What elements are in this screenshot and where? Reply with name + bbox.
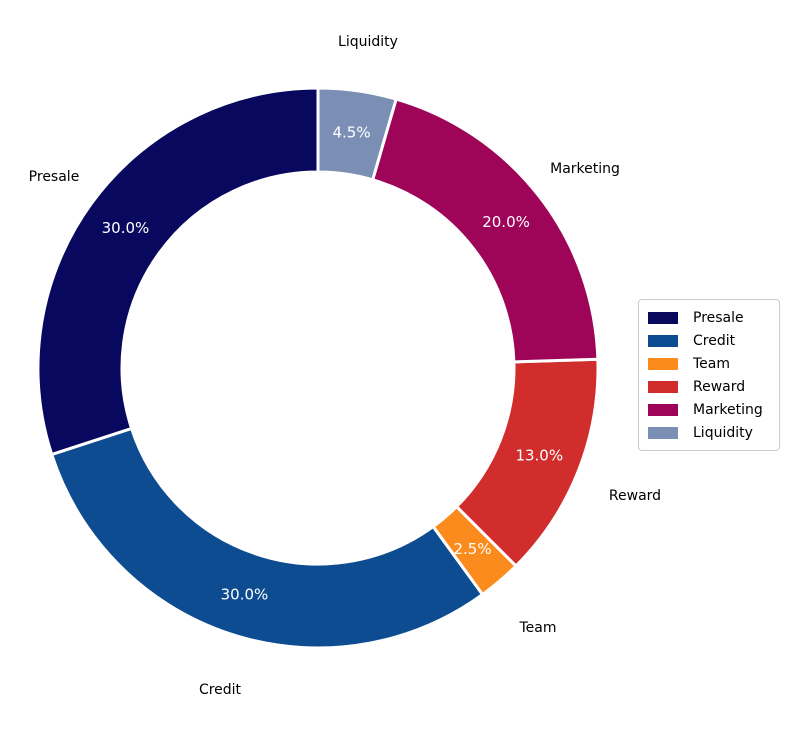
legend: Presale Credit Team Reward Marketing Liquidit…	[638, 299, 780, 451]
legend-label-team: Team	[693, 355, 731, 372]
legend-label-marketing: Marketing	[693, 401, 763, 418]
pie-slice-liquidity	[316, 86, 398, 182]
legend-label-credit: Credit	[693, 332, 736, 349]
slice-label-liquidity: Liquidity	[338, 34, 398, 50]
legend-swatch-marketing	[648, 403, 678, 416]
legend-label-reward: Reward	[693, 378, 746, 395]
slice-label-marketing: Marketing	[550, 161, 620, 177]
legend-label-liquidity: Liquidity	[693, 424, 753, 441]
slice-label-reward: Reward	[609, 488, 661, 504]
pct-label-team: 2.5%	[454, 540, 492, 558]
pct-label-liquidity: 4.5%	[332, 123, 370, 141]
legend-item-credit: Credit	[648, 329, 770, 352]
pie-slice-credit	[50, 427, 485, 650]
slice-label-team: Team	[518, 620, 556, 636]
pct-label-marketing: 20.0%	[482, 213, 530, 231]
legend-swatch-liquidity	[648, 426, 678, 439]
pie-slice-presale	[36, 86, 320, 457]
slice-label-credit: Credit	[199, 682, 242, 698]
legend-item-presale: Presale	[648, 306, 770, 329]
legend-swatch-presale	[648, 311, 678, 324]
legend-item-reward: Reward	[648, 375, 770, 398]
legend-label-presale: Presale	[693, 309, 744, 326]
legend-swatch-team	[648, 357, 678, 370]
legend-item-team: Team	[648, 352, 770, 375]
pct-label-credit: 30.0%	[221, 585, 269, 603]
pct-label-reward: 13.0%	[515, 447, 563, 465]
slice-label-presale: Presale	[29, 169, 80, 185]
legend-item-liquidity: Liquidity	[648, 421, 770, 444]
pct-label-presale: 30.0%	[102, 219, 150, 237]
legend-item-marketing: Marketing	[648, 398, 770, 421]
legend-swatch-reward	[648, 380, 678, 393]
legend-swatch-credit	[648, 334, 678, 347]
